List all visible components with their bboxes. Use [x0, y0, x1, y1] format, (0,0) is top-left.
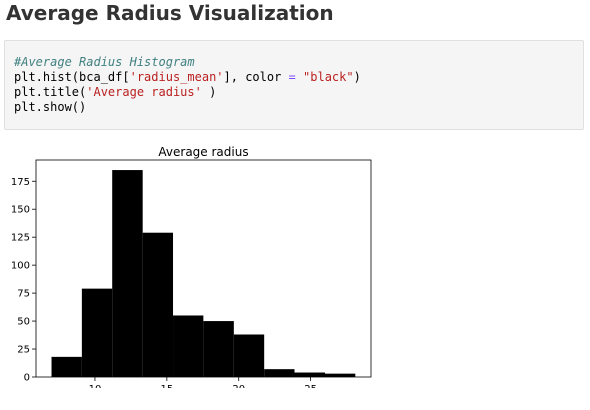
y-tick-label: 150 [11, 205, 30, 216]
y-tick-label: 50 [17, 317, 30, 328]
chart-title: Average radius [158, 145, 248, 159]
y-axis: 0 25 50 75 100 125 150 175 [11, 177, 36, 384]
section-heading: Average Radius Visualization [6, 0, 334, 26]
histogram-chart: Average radius 10 15 20 25 0 25 50 75 100 125 150… [0, 138, 390, 388]
y-tick-label: 100 [11, 261, 30, 272]
code-token: 'Average radius' [86, 85, 202, 99]
y-tick-label: 0 [24, 373, 30, 384]
x-tick-label: 20 [232, 384, 245, 388]
histogram-bar [234, 334, 264, 377]
histogram-bar [264, 369, 294, 377]
histogram-bar [203, 321, 233, 377]
histogram-bar [112, 170, 142, 377]
histogram-bars [52, 170, 356, 377]
histogram-bar [82, 289, 112, 377]
code-token: 'radius_mean' [130, 70, 224, 84]
code-token: #Average Radius Histogram [14, 55, 195, 69]
code-token: ) [354, 70, 361, 84]
code-line: #Average Radius Histogram [14, 55, 583, 70]
code-cell[interactable]: #Average Radius Histogram plt.hist(bca_df… [4, 40, 584, 130]
y-tick-label: 175 [11, 177, 30, 188]
y-tick-label: 125 [11, 233, 30, 244]
code-input-area[interactable]: #Average Radius Histogram plt.hist(bca_df… [14, 55, 583, 115]
x-tick-label: 25 [304, 384, 317, 388]
code-token: plt.hist(bca_df[ [14, 70, 130, 84]
code-token: plt.show() [14, 100, 86, 114]
y-tick-label: 25 [17, 345, 30, 356]
histogram-bar [173, 315, 203, 377]
code-token: = [289, 70, 296, 84]
histogram-bar [325, 374, 355, 377]
histogram-bar [143, 233, 173, 377]
code-token: "black" [303, 70, 354, 84]
y-tick-label: 75 [17, 289, 30, 300]
code-line: plt.show() [14, 100, 583, 115]
x-tick-label: 10 [89, 384, 102, 388]
x-axis: 10 15 20 25 [89, 377, 317, 388]
histogram-bar [295, 373, 325, 377]
code-line: plt.hist(bca_df['radius_mean'], color = … [14, 70, 583, 85]
code-line: plt.title('Average radius' ) [14, 85, 583, 100]
histogram-bar [52, 357, 82, 377]
code-token: ) [202, 85, 216, 99]
x-tick-label: 15 [160, 384, 173, 388]
output-chart: Average radius 10 15 20 25 0 25 50 75 100 125 150… [0, 138, 390, 388]
code-token: ], color [224, 70, 289, 84]
code-token: plt.title( [14, 85, 86, 99]
code-token [296, 70, 303, 84]
